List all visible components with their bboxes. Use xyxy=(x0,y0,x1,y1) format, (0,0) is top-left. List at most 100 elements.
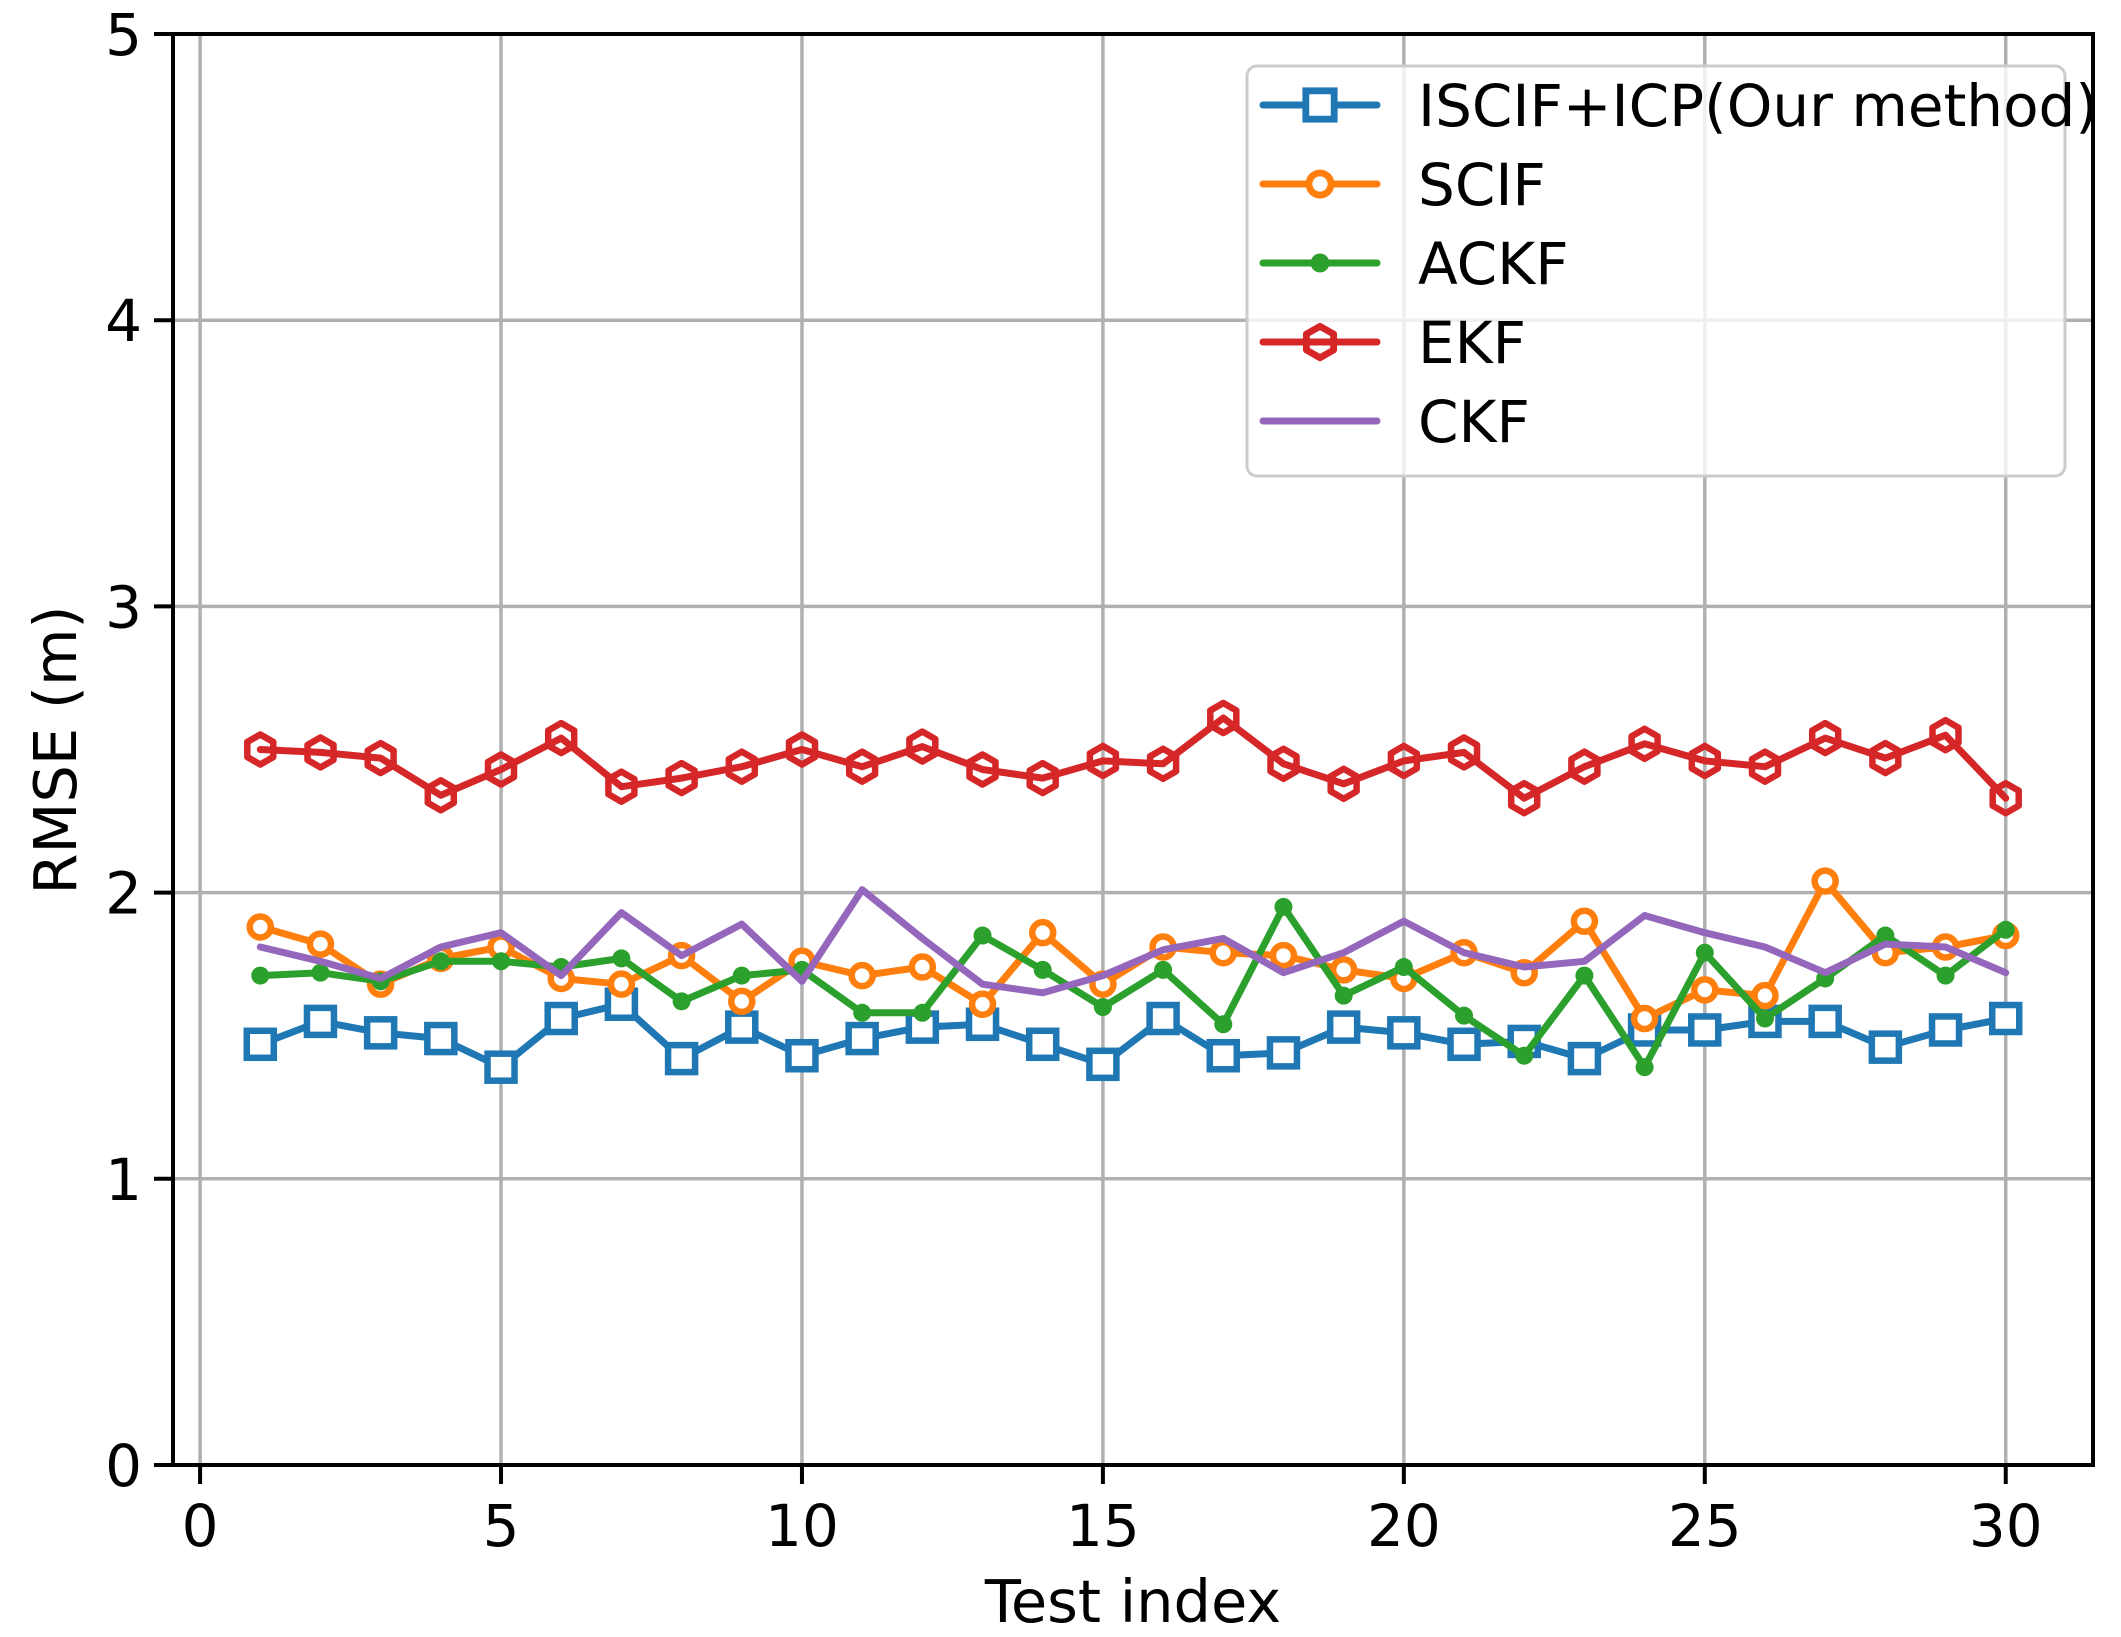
legend-item-ckf: CKF xyxy=(1259,388,1530,456)
series-ekf-marker xyxy=(605,768,638,805)
series-iscif-icp-our-method-marker xyxy=(1326,1010,1361,1044)
series-ekf-marker xyxy=(665,759,698,797)
series-ackf-marker xyxy=(311,963,330,982)
series-iscif-icp-our-method-marker xyxy=(1086,1047,1120,1082)
series-ackf-marker xyxy=(1334,986,1353,1005)
series-ackf-marker xyxy=(1455,1006,1474,1025)
x-tick-label-20: 20 xyxy=(1367,1492,1441,1560)
series-scif-marker xyxy=(1028,918,1057,947)
y-tick-label-0: 0 xyxy=(105,1432,142,1500)
series-ekf-marker xyxy=(1507,779,1541,817)
series-scif-marker xyxy=(1570,907,1599,935)
series-iscif-icp-our-method-marker xyxy=(1808,1004,1842,1039)
series-ackf-marker xyxy=(1394,958,1413,977)
legend-iscif-icp-our-method-marker-icon xyxy=(1302,87,1338,123)
tick-labels: 0 5 10 15 20 25 30 0 1 2 3 4 5 xyxy=(105,1,2043,1560)
series-ackf-marker xyxy=(973,926,992,945)
series-iscif-icp-our-method-marker xyxy=(1868,1030,1903,1064)
series-iscif-icp-our-method-marker xyxy=(1206,1038,1241,1073)
series-iscif-icp-our-method-marker xyxy=(1988,1001,2023,1036)
legend-label-ekf: EKF xyxy=(1418,309,1526,377)
series-scif-marker xyxy=(1329,956,1358,984)
series-ackf-marker xyxy=(251,966,270,985)
series-iscif-icp-our-method-marker xyxy=(664,1041,699,1076)
series-scif-marker xyxy=(607,970,636,998)
series-ekf-line xyxy=(256,714,2010,802)
series-scif-marker xyxy=(968,990,997,1018)
series-ckf-line xyxy=(256,886,2010,997)
series-ekf-marker xyxy=(424,777,458,814)
series-ckf xyxy=(256,886,2010,997)
series-iscif-icp-our-method-marker xyxy=(484,1050,518,1084)
series-ekf-marker xyxy=(845,748,879,785)
legend-label-scif: SCIF xyxy=(1418,151,1546,219)
legend-item-iscif-icp-our-method: ISCIF+ICP(Our method) xyxy=(1259,72,2098,140)
series-iscif-icp-our-method-marker xyxy=(1387,1016,1421,1050)
series-ackf-marker xyxy=(1936,966,1955,985)
series-ekf-marker xyxy=(484,751,518,788)
series-iscif-icp-our-method xyxy=(243,987,2023,1084)
series-scif-marker xyxy=(1630,1004,1659,1033)
series-iscif-icp-our-method-marker xyxy=(1025,1027,1060,1062)
axis-ticks xyxy=(154,32,2008,1484)
y-tick-label-3: 3 xyxy=(105,573,142,641)
series-ekf-marker xyxy=(1146,745,1180,783)
series-ackf-marker xyxy=(1755,1009,1774,1028)
series-ekf-marker xyxy=(1989,779,2022,817)
series-iscif-icp-our-method-marker xyxy=(845,1021,879,1056)
legend-label-ackf: ACKF xyxy=(1418,230,1569,298)
y-tick-label-2: 2 xyxy=(105,860,142,928)
series-scif-marker xyxy=(1269,941,1298,970)
legend-ekf-marker-icon xyxy=(1302,322,1338,362)
series-scif-marker xyxy=(1691,976,1719,1004)
series-ackf-marker xyxy=(431,952,450,971)
legend-box xyxy=(1245,64,2067,478)
series-ackf-marker xyxy=(913,1003,932,1022)
series-ackf xyxy=(251,897,2015,1077)
y-axis-label: RMSE (m) xyxy=(21,606,90,895)
series-iscif-icp-our-method-marker xyxy=(303,1004,338,1039)
x-tick-label-10: 10 xyxy=(765,1492,839,1560)
series-ekf-marker xyxy=(1748,748,1782,785)
legend-item-scif: SCIF xyxy=(1259,151,1546,219)
series-ackf-marker xyxy=(1575,966,1594,985)
series-iscif-icp-our-method-marker xyxy=(1567,1041,1602,1076)
series-ekf-marker xyxy=(1387,742,1421,780)
series-scif-marker xyxy=(246,913,275,941)
series-ekf-marker xyxy=(1447,734,1481,771)
series-iscif-icp-our-method-marker xyxy=(1447,1027,1481,1062)
series-iscif-icp-our-method-marker xyxy=(1146,1001,1180,1036)
series-ekf-marker xyxy=(1327,765,1360,803)
series-ekf-marker xyxy=(1628,725,1661,763)
series-ackf-marker xyxy=(1996,920,2015,939)
series-ackf-marker xyxy=(1214,1015,1233,1034)
y-tick-label-1: 1 xyxy=(105,1146,142,1214)
series-ekf-marker xyxy=(1869,739,1902,777)
series-iscif-icp-our-method-marker xyxy=(544,1001,578,1036)
legend: ISCIF+ICP(Our method) SCIF ACKF EKF CKF xyxy=(1245,64,2098,478)
series-iscif-icp-our-method-marker xyxy=(725,1010,759,1044)
series-ekf-marker xyxy=(966,751,999,788)
x-tick-label-0: 0 xyxy=(182,1492,219,1560)
series-ackf-marker xyxy=(672,992,691,1011)
y-tick-label-4: 4 xyxy=(105,287,142,355)
series-ackf-marker xyxy=(612,949,631,968)
series-ackf-marker xyxy=(1695,943,1714,962)
series-iscif-icp-our-method-marker xyxy=(1928,1013,1963,1047)
series-ekf-marker xyxy=(725,748,759,785)
series-ackf-marker xyxy=(1635,1058,1654,1077)
series-ekf-marker xyxy=(544,719,578,757)
legend-scif-marker-icon xyxy=(1305,169,1335,199)
series-scif-marker xyxy=(1751,981,1779,1010)
series-ekf-marker xyxy=(1267,745,1300,783)
series-ekf-marker xyxy=(785,731,819,768)
legend-item-ekf: EKF xyxy=(1259,309,1526,377)
series-ekf-marker xyxy=(1086,742,1120,780)
series-ackf-marker xyxy=(1154,960,1173,979)
legend-label-iscif-icp-our-method: ISCIF+ICP(Our method) xyxy=(1418,72,2098,140)
x-tick-label-15: 15 xyxy=(1066,1492,1140,1560)
x-axis-label: Test index xyxy=(984,1567,1281,1636)
x-tick-label-5: 5 xyxy=(483,1492,520,1560)
